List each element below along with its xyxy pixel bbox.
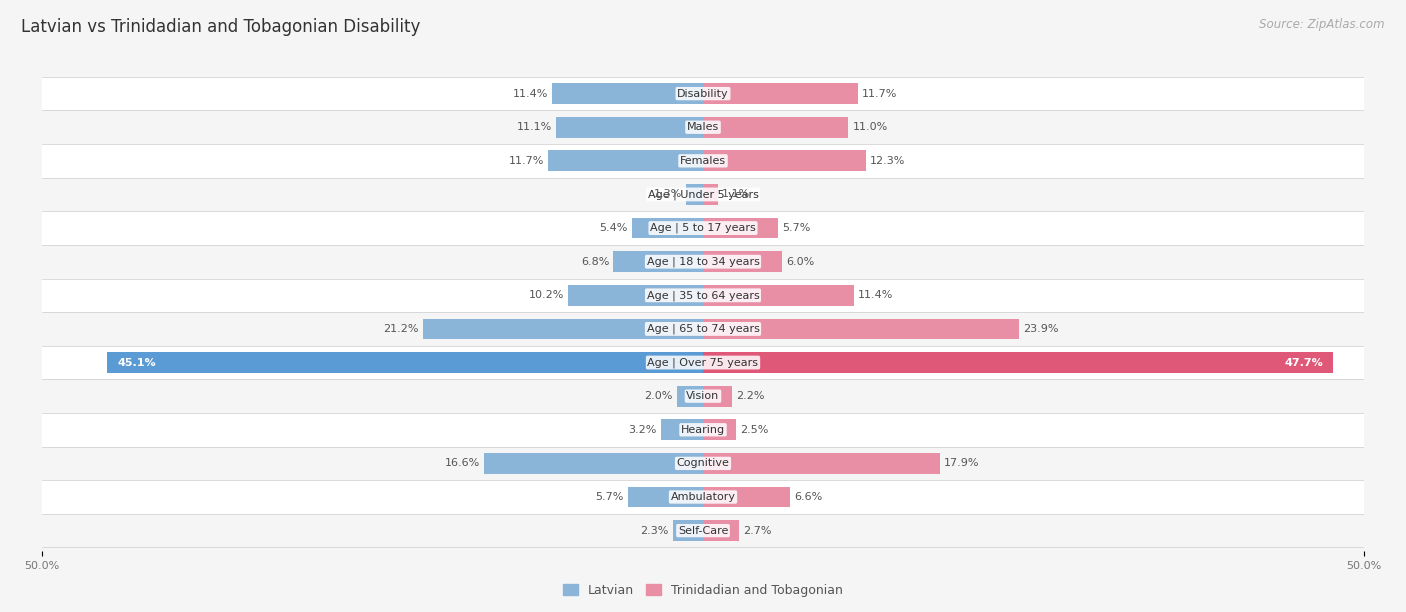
Bar (703, 117, 848, 138)
Bar (703, 318, 1019, 339)
Text: 11.7%: 11.7% (862, 89, 897, 99)
Bar (42, 110, 1364, 144)
Text: Males: Males (688, 122, 718, 132)
Bar (613, 252, 703, 272)
Text: 47.7%: 47.7% (1284, 357, 1323, 368)
Bar (703, 419, 737, 440)
Bar (703, 453, 939, 474)
Text: 1.3%: 1.3% (654, 190, 682, 200)
Bar (42, 211, 1364, 245)
Text: Age | 65 to 74 years: Age | 65 to 74 years (647, 324, 759, 334)
Text: Age | 18 to 34 years: Age | 18 to 34 years (647, 256, 759, 267)
Text: 17.9%: 17.9% (943, 458, 979, 468)
Text: Age | 35 to 64 years: Age | 35 to 64 years (647, 290, 759, 300)
Bar (42, 312, 1364, 346)
Bar (703, 352, 1333, 373)
Text: 23.9%: 23.9% (1022, 324, 1059, 334)
Bar (548, 151, 703, 171)
Text: 3.2%: 3.2% (628, 425, 657, 435)
Text: 2.7%: 2.7% (742, 526, 770, 536)
Text: Latvian vs Trinidadian and Tobagonian Disability: Latvian vs Trinidadian and Tobagonian Di… (21, 18, 420, 36)
Text: 2.5%: 2.5% (740, 425, 769, 435)
Text: 21.2%: 21.2% (384, 324, 419, 334)
Bar (661, 419, 703, 440)
Text: Age | 5 to 17 years: Age | 5 to 17 years (650, 223, 756, 233)
Text: 11.4%: 11.4% (513, 89, 548, 99)
Bar (703, 520, 738, 541)
Text: 5.7%: 5.7% (782, 223, 811, 233)
Bar (676, 386, 703, 406)
Text: 11.0%: 11.0% (852, 122, 887, 132)
Text: 12.3%: 12.3% (869, 156, 905, 166)
Bar (686, 184, 703, 205)
Bar (42, 346, 1364, 379)
Bar (703, 386, 733, 406)
Text: 2.3%: 2.3% (640, 526, 669, 536)
Bar (672, 520, 703, 541)
Bar (42, 480, 1364, 514)
Text: Vision: Vision (686, 391, 720, 401)
Text: 2.2%: 2.2% (737, 391, 765, 401)
Text: Hearing: Hearing (681, 425, 725, 435)
Bar (703, 151, 866, 171)
Text: 5.7%: 5.7% (595, 492, 624, 502)
Bar (627, 487, 703, 507)
Text: Age | Under 5 years: Age | Under 5 years (648, 189, 758, 200)
Text: 16.6%: 16.6% (444, 458, 479, 468)
Text: 45.1%: 45.1% (118, 357, 156, 368)
Text: 11.4%: 11.4% (858, 290, 893, 300)
Bar (703, 184, 717, 205)
Text: Females: Females (681, 156, 725, 166)
Bar (553, 83, 703, 104)
Text: Self-Care: Self-Care (678, 526, 728, 536)
Bar (42, 76, 1364, 110)
Text: 2.0%: 2.0% (644, 391, 672, 401)
Text: Ambulatory: Ambulatory (671, 492, 735, 502)
Bar (703, 487, 790, 507)
Bar (42, 245, 1364, 278)
Bar (42, 144, 1364, 177)
Bar (703, 252, 782, 272)
Text: 6.0%: 6.0% (786, 256, 814, 267)
Text: 6.8%: 6.8% (581, 256, 609, 267)
Text: 6.6%: 6.6% (794, 492, 823, 502)
Text: 5.4%: 5.4% (599, 223, 627, 233)
Bar (42, 447, 1364, 480)
Bar (42, 514, 1364, 548)
Bar (557, 117, 703, 138)
Bar (423, 318, 703, 339)
Bar (703, 218, 779, 239)
Bar (703, 83, 858, 104)
Text: 11.7%: 11.7% (509, 156, 544, 166)
Bar (703, 285, 853, 306)
Bar (568, 285, 703, 306)
Bar (42, 278, 1364, 312)
Text: 11.1%: 11.1% (517, 122, 553, 132)
Bar (631, 218, 703, 239)
Bar (484, 453, 703, 474)
Bar (107, 352, 703, 373)
Text: 1.1%: 1.1% (721, 190, 749, 200)
Bar (42, 379, 1364, 413)
Legend: Latvian, Trinidadian and Tobagonian: Latvian, Trinidadian and Tobagonian (558, 579, 848, 602)
Text: Age | Over 75 years: Age | Over 75 years (648, 357, 758, 368)
Bar (42, 177, 1364, 211)
Text: Source: ZipAtlas.com: Source: ZipAtlas.com (1260, 18, 1385, 31)
Text: 10.2%: 10.2% (529, 290, 564, 300)
Text: Cognitive: Cognitive (676, 458, 730, 468)
Bar (42, 413, 1364, 447)
Text: Disability: Disability (678, 89, 728, 99)
